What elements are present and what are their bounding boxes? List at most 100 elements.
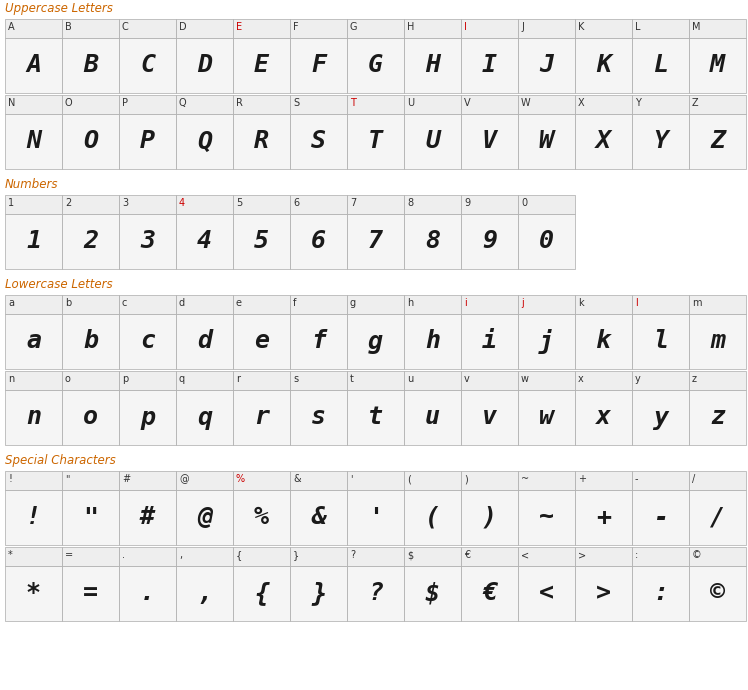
Bar	[632, 566, 689, 621]
Text: ©: ©	[692, 550, 702, 560]
Text: m: m	[692, 298, 702, 308]
Text: /: /	[710, 506, 725, 529]
Bar	[347, 547, 404, 566]
Bar	[347, 295, 404, 314]
Bar	[404, 390, 461, 445]
Bar	[233, 390, 290, 445]
Bar	[347, 19, 404, 38]
Text: J: J	[539, 54, 554, 77]
Bar	[5, 490, 62, 545]
Text: a: a	[26, 330, 41, 353]
Text: w: w	[539, 406, 554, 429]
Bar	[689, 95, 746, 114]
Bar	[233, 490, 290, 545]
Bar	[233, 371, 290, 390]
Text: Z: Z	[692, 98, 699, 108]
Text: 7: 7	[368, 230, 383, 253]
Bar	[5, 38, 62, 93]
Bar	[575, 95, 632, 114]
Text: ): )	[482, 506, 497, 529]
Bar	[119, 38, 176, 93]
Text: .: .	[122, 550, 125, 560]
Bar	[62, 371, 119, 390]
Text: Uppercase Letters: Uppercase Letters	[5, 2, 113, 15]
Text: =: =	[83, 582, 98, 606]
Text: (: (	[407, 474, 411, 484]
Text: :: :	[635, 550, 638, 560]
Bar	[689, 371, 746, 390]
Text: G: G	[368, 54, 383, 77]
Text: ~: ~	[539, 506, 554, 529]
Text: D: D	[197, 54, 212, 77]
Text: j: j	[521, 298, 524, 308]
Text: R: R	[254, 130, 269, 153]
Bar	[461, 490, 518, 545]
Text: 5: 5	[236, 198, 242, 208]
Bar	[5, 114, 62, 169]
Bar	[575, 566, 632, 621]
Bar	[689, 19, 746, 38]
Bar	[347, 371, 404, 390]
Bar	[176, 295, 233, 314]
Bar	[62, 566, 119, 621]
Text: @: @	[179, 474, 188, 484]
Bar	[176, 314, 233, 369]
Bar	[119, 214, 176, 269]
Bar	[347, 471, 404, 490]
Bar	[518, 490, 575, 545]
Bar	[575, 547, 632, 566]
Text: ': '	[350, 474, 352, 484]
Text: i: i	[482, 330, 497, 353]
Bar	[119, 490, 176, 545]
Text: Q: Q	[197, 130, 212, 153]
Text: V: V	[464, 98, 470, 108]
Text: w: w	[521, 374, 529, 384]
Bar	[347, 38, 404, 93]
Bar	[575, 490, 632, 545]
Text: z: z	[710, 406, 725, 429]
Text: f: f	[293, 298, 296, 308]
Text: 9: 9	[482, 230, 497, 253]
Bar	[5, 471, 62, 490]
Bar	[233, 547, 290, 566]
Text: s: s	[311, 406, 326, 429]
Text: 2: 2	[65, 198, 71, 208]
Text: o: o	[83, 406, 98, 429]
Bar	[62, 490, 119, 545]
Text: (: (	[425, 506, 440, 529]
Bar	[404, 114, 461, 169]
Bar	[404, 566, 461, 621]
Text: r: r	[254, 406, 269, 429]
Bar	[119, 547, 176, 566]
Bar	[404, 195, 461, 214]
Bar	[62, 95, 119, 114]
Text: >: >	[578, 550, 586, 560]
Bar	[689, 566, 746, 621]
Text: p: p	[140, 406, 155, 429]
Text: s: s	[293, 374, 298, 384]
Bar	[176, 490, 233, 545]
Bar	[575, 38, 632, 93]
Bar	[290, 19, 347, 38]
Bar	[575, 371, 632, 390]
Bar	[5, 566, 62, 621]
Text: t: t	[350, 374, 354, 384]
Text: Numbers: Numbers	[5, 178, 58, 191]
Text: ~: ~	[521, 474, 529, 484]
Text: C: C	[122, 22, 129, 32]
Text: .: .	[140, 582, 155, 606]
Text: U: U	[407, 98, 414, 108]
Bar	[5, 95, 62, 114]
Bar	[290, 314, 347, 369]
Text: B: B	[83, 54, 98, 77]
Text: =: =	[65, 550, 73, 560]
Bar	[5, 195, 62, 214]
Text: H: H	[425, 54, 440, 77]
Bar	[176, 95, 233, 114]
Bar	[119, 390, 176, 445]
Text: Z: Z	[710, 130, 725, 153]
Text: &: &	[293, 474, 301, 484]
Text: f: f	[311, 330, 326, 353]
Bar	[347, 390, 404, 445]
Bar	[518, 195, 575, 214]
